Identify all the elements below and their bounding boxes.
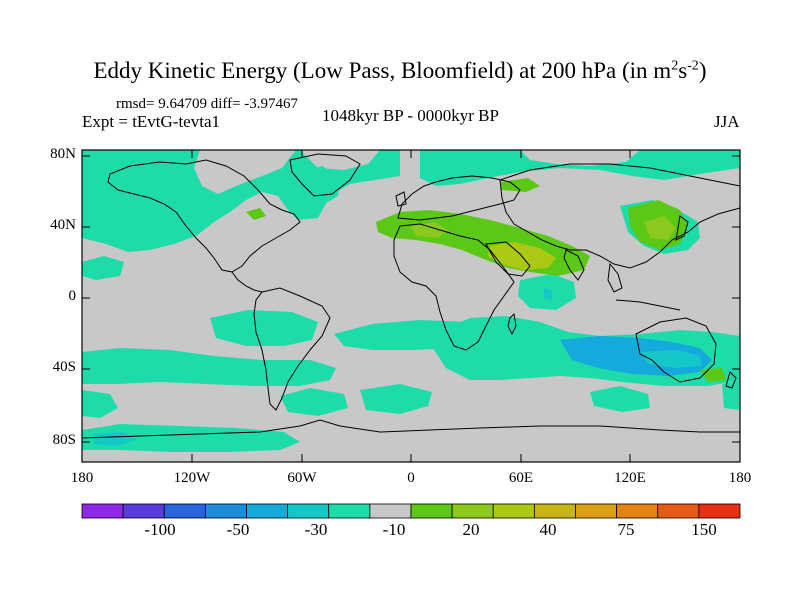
- anomaly-region: [360, 384, 432, 414]
- colorbar-box: [122, 503, 165, 519]
- colorbar-box: [287, 503, 330, 519]
- colorbar-label: 150: [691, 520, 717, 539]
- field-contours: [82, 150, 740, 452]
- colorbar-box: [616, 503, 659, 519]
- axis-ticks: [81, 150, 741, 462]
- anomaly-region: [94, 432, 136, 446]
- lon-tick-label: 60E: [508, 470, 534, 486]
- figure-title: Eddy Kinetic Energy (Low Pass, Bloomfiel…: [93, 58, 707, 83]
- colorbar-box: [204, 503, 247, 519]
- anomaly-region: [300, 150, 380, 170]
- colorbar-box: [451, 503, 494, 519]
- colorbar: [81, 503, 741, 519]
- stats-label: rmsd= 9.64709 diff= -3.97467: [116, 96, 299, 112]
- lat-tick-label: 40N: [50, 217, 76, 233]
- colorbar-label: 20: [462, 520, 480, 539]
- colorbar-label: 75: [617, 520, 635, 539]
- anomaly-region: [590, 386, 650, 412]
- anomaly-region: [82, 256, 124, 280]
- lon-tick-label: 60W: [287, 470, 317, 486]
- anomaly-region: [210, 310, 318, 346]
- anomaly-region: [722, 380, 740, 410]
- colorbar-label: -10: [382, 520, 406, 539]
- colorbar-label: -100: [144, 520, 176, 539]
- coastlines: [82, 153, 740, 439]
- anomaly-region: [544, 288, 552, 300]
- anomaly-region: [194, 150, 296, 194]
- colorbar-box: [533, 503, 576, 519]
- lon-tick-label: 120W: [173, 470, 211, 486]
- colorbar-box: [246, 503, 289, 519]
- colorbar-label: -30: [304, 520, 328, 539]
- colorbar-box: [81, 503, 124, 519]
- colorbar-box: [328, 503, 371, 519]
- colorbar-box: [410, 503, 453, 519]
- season-label: JJA: [714, 112, 740, 131]
- anomaly-region: [520, 150, 640, 166]
- lon-tick-label: 120E: [614, 470, 646, 486]
- anomaly-region: [644, 216, 676, 240]
- anomaly-region: [82, 390, 118, 418]
- anomaly-region: [410, 222, 448, 238]
- colorbar-box: [369, 503, 412, 519]
- lat-tick-label: 40S: [52, 359, 76, 375]
- anomaly-region: [420, 150, 740, 186]
- colorbar-box: [698, 503, 741, 519]
- anomaly-region: [246, 208, 266, 220]
- lat-tick-label: 80N: [50, 146, 76, 162]
- colorbar-box: [657, 503, 700, 519]
- colorbar-label: 40: [539, 520, 557, 539]
- lon-tick-label: 180: [728, 470, 752, 486]
- lon-tick-label: 180: [70, 470, 94, 486]
- colorbar-box: [575, 503, 618, 519]
- period-label: 1048kyr BP - 0000kyr BP: [322, 106, 499, 125]
- colorbar-label: -50: [226, 520, 250, 539]
- anomaly-region: [82, 424, 300, 452]
- lat-tick-label: 80S: [52, 432, 76, 448]
- anomaly-region: [280, 388, 348, 416]
- lon-tick-label: 0: [407, 470, 415, 486]
- lat-tick-label: 0: [68, 288, 77, 304]
- experiment-label: Expt = tEvtG-tevta1: [82, 112, 221, 131]
- colorbar-box: [163, 503, 206, 519]
- anomaly-region: [82, 348, 336, 386]
- colorbar-box: [492, 503, 535, 519]
